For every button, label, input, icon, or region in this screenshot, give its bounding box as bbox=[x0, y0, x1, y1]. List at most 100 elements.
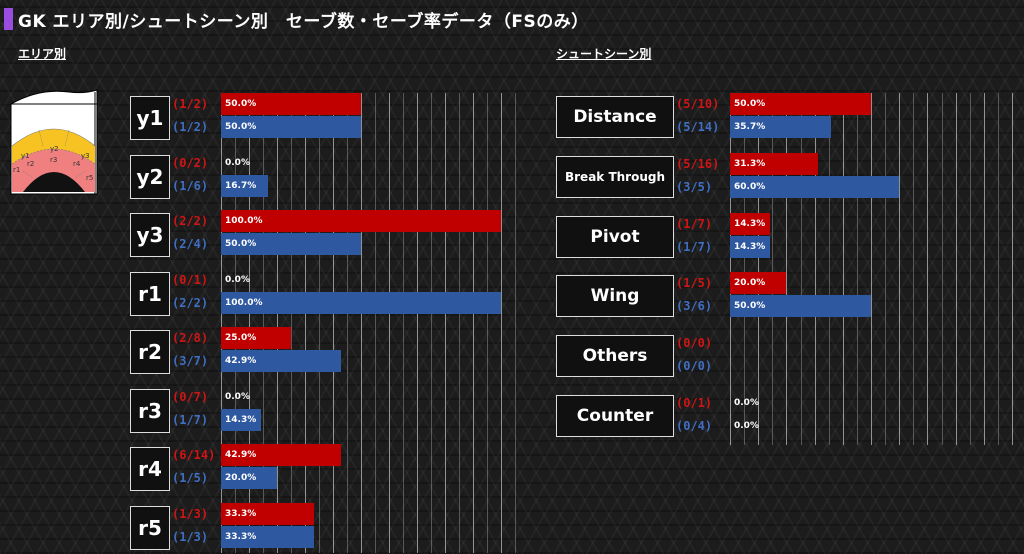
save-count: (1/3) bbox=[172, 529, 209, 544]
save-rate-label: 33.3% bbox=[225, 531, 257, 542]
save-count: (2/2) bbox=[172, 214, 209, 228]
gridline bbox=[969, 93, 971, 445]
gridline bbox=[730, 93, 731, 445]
category-label: Pivot bbox=[556, 215, 674, 258]
save-count: (0/1) bbox=[676, 396, 713, 410]
zone-label: r1 bbox=[13, 166, 20, 174]
save-rate-label: 60.0% bbox=[734, 181, 766, 192]
category-label: r3 bbox=[130, 388, 170, 433]
save-rate-label: 0.0% bbox=[225, 274, 250, 285]
gridline bbox=[856, 93, 858, 445]
title-bar: GK エリア別/シュートシーン別 セーブ数・セーブ率データ（FSのみ） bbox=[0, 0, 1024, 36]
save-rate-bar bbox=[221, 502, 315, 525]
category-label: Counter bbox=[556, 395, 674, 437]
gridline bbox=[772, 93, 774, 445]
save-count: (0/7) bbox=[172, 389, 209, 404]
save-rate-label: 50.0% bbox=[225, 122, 257, 132]
save-rate-bar bbox=[221, 327, 291, 349]
gridlines bbox=[730, 93, 1020, 445]
category-label: y3 bbox=[130, 213, 170, 257]
save-count: (1/7) bbox=[676, 239, 713, 254]
category-label: Break Through bbox=[556, 155, 674, 198]
gridline bbox=[445, 93, 446, 553]
gridline bbox=[927, 93, 929, 445]
gridline bbox=[291, 93, 292, 553]
save-rate-bar bbox=[221, 93, 361, 115]
save-rate-label: 50.0% bbox=[734, 301, 766, 312]
gridline bbox=[221, 93, 222, 553]
gridlines bbox=[221, 93, 521, 553]
save-rate-bar bbox=[221, 174, 268, 197]
save-count: (3/5) bbox=[676, 179, 713, 194]
save-rate-label: 0.0% bbox=[734, 398, 759, 408]
save-rate-bar bbox=[730, 93, 871, 115]
gridline bbox=[828, 93, 830, 445]
gridline bbox=[487, 93, 488, 553]
gridline bbox=[515, 93, 516, 553]
gridline bbox=[913, 93, 915, 445]
gridline bbox=[375, 93, 376, 553]
category-label: Others bbox=[556, 335, 674, 378]
save-rate-label: 25.0% bbox=[225, 333, 257, 343]
save-rate-bar bbox=[221, 291, 501, 314]
save-rate-bar bbox=[730, 295, 871, 318]
gridline bbox=[389, 93, 390, 553]
gridline bbox=[885, 93, 887, 445]
save-rate-bar bbox=[221, 467, 277, 489]
save-count: (2/2) bbox=[172, 295, 209, 310]
zone-label: y3 bbox=[81, 152, 90, 160]
save-rate-label: 100.0% bbox=[225, 216, 263, 226]
category-label: r1 bbox=[130, 271, 170, 316]
gridline bbox=[955, 93, 957, 445]
save-rate-label: 0.0% bbox=[225, 391, 250, 402]
page-title: GK エリア別/シュートシーン別 セーブ数・セーブ率データ（FSのみ） bbox=[18, 12, 589, 32]
save-rate-bar bbox=[730, 152, 819, 175]
zone-label: r3 bbox=[50, 156, 57, 164]
zone-label: r4 bbox=[73, 160, 81, 168]
gridline bbox=[473, 93, 474, 553]
zone-label: r5 bbox=[86, 174, 93, 182]
gridline bbox=[744, 93, 746, 445]
gridline bbox=[997, 93, 999, 445]
save-count: (5/14) bbox=[676, 120, 720, 134]
save-count: (2/8) bbox=[172, 331, 209, 345]
category-label: y1 bbox=[130, 96, 170, 140]
save-rate-label: 50.0% bbox=[734, 99, 766, 109]
category-label: Wing bbox=[556, 275, 674, 318]
save-rate-label: 35.7% bbox=[734, 122, 766, 132]
gridline bbox=[899, 93, 901, 445]
save-rate-label: 14.3% bbox=[734, 241, 766, 252]
gridline bbox=[800, 93, 802, 445]
area-chart: y1 (1/2) 50.0% (1/2) 50.0% y2 (0/2) 0.0% (1/6) 16… bbox=[130, 93, 530, 553]
save-count: (1/2) bbox=[172, 120, 209, 134]
gridline bbox=[361, 93, 362, 553]
save-count: (0/4) bbox=[676, 419, 713, 433]
save-rate-label: 33.3% bbox=[225, 508, 257, 519]
save-rate-bar bbox=[730, 116, 831, 138]
title-accent bbox=[4, 8, 13, 30]
zone-label: r2 bbox=[27, 160, 34, 168]
save-rate-label: 16.7% bbox=[225, 180, 257, 191]
save-rate-label: 0.0% bbox=[734, 421, 759, 431]
save-rate-bar bbox=[221, 116, 361, 138]
gridline bbox=[871, 93, 872, 445]
save-count: (0/0) bbox=[676, 359, 713, 374]
save-rate-label: 14.3% bbox=[734, 218, 766, 229]
gridline bbox=[277, 93, 278, 553]
save-rate-label: 100.0% bbox=[225, 297, 263, 308]
gridline bbox=[459, 93, 460, 553]
right-section-label: シュートシーン別 bbox=[556, 47, 652, 61]
save-rate-bar bbox=[730, 212, 771, 235]
save-rate-label: 20.0% bbox=[225, 473, 257, 483]
save-rate-bar bbox=[221, 233, 361, 255]
save-count: (5/16) bbox=[676, 156, 720, 171]
save-rate-label: 14.3% bbox=[225, 414, 257, 425]
gridline bbox=[403, 93, 404, 553]
gridline bbox=[786, 93, 788, 445]
category-label: r5 bbox=[130, 505, 170, 550]
save-rate-label: 50.0% bbox=[225, 99, 257, 109]
save-count: (3/6) bbox=[676, 299, 713, 314]
save-count: (1/5) bbox=[172, 471, 209, 485]
category-label: r4 bbox=[130, 447, 170, 491]
save-rate-label: 0.0% bbox=[225, 157, 250, 168]
